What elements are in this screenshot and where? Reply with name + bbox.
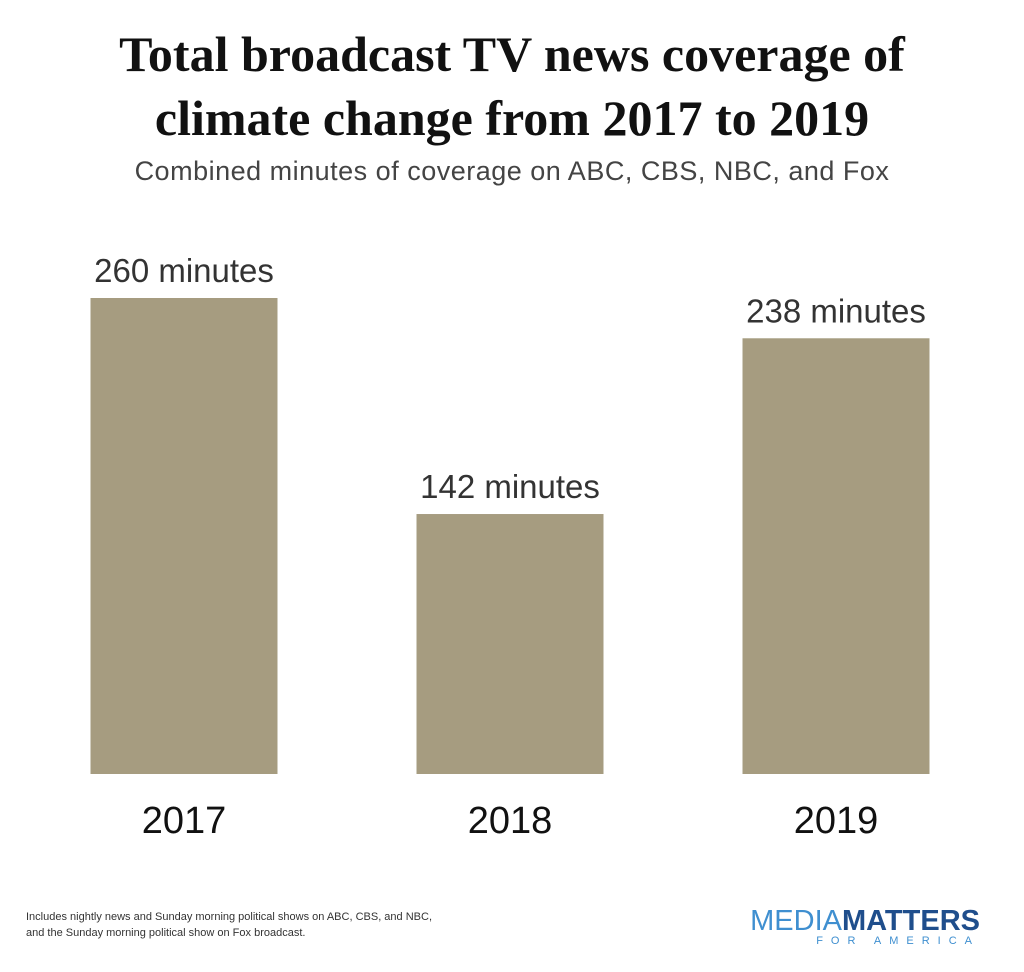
logo-part: MEDIA bbox=[750, 905, 843, 937]
logo: MEDIAMATTERS bbox=[750, 905, 980, 937]
logo-part: MATTERS bbox=[842, 905, 980, 937]
x-tick-label: 2018 bbox=[468, 800, 553, 842]
value-label: 238 minutes bbox=[746, 292, 926, 329]
chart-title: Total broadcast TV news coverage of clim… bbox=[119, 26, 905, 146]
bar bbox=[90, 298, 278, 774]
bar bbox=[416, 514, 604, 774]
footnote: Includes nightly news and Sunday morning… bbox=[26, 911, 432, 923]
logo-tagline: FOR AMERICA bbox=[816, 935, 980, 947]
footnote: and the Sunday morning political show on… bbox=[26, 927, 305, 939]
value-label: 142 minutes bbox=[420, 468, 600, 505]
value-label: 260 minutes bbox=[94, 252, 274, 289]
x-tick-label: 2017 bbox=[142, 800, 227, 842]
chart-subtitle: Combined minutes of coverage on ABC, CBS… bbox=[134, 156, 890, 186]
bar bbox=[742, 338, 930, 774]
x-tick-label: 2019 bbox=[794, 800, 879, 842]
